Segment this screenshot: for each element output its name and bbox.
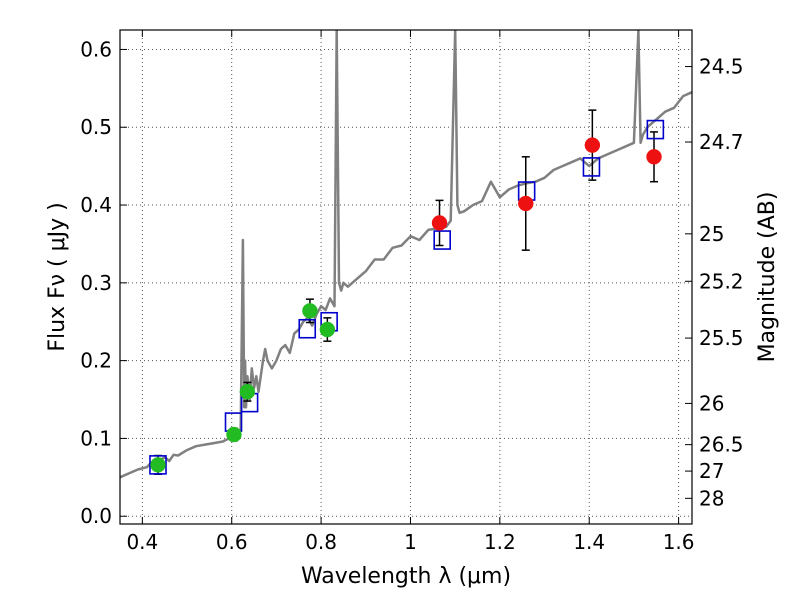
right-tick-label: 24.7 (699, 130, 744, 154)
right-axis-label: Magnitude (AB) (755, 192, 780, 363)
x-axis-label: Wavelength λ (μm) (301, 564, 511, 589)
right-tick-label: 25 (699, 222, 724, 246)
y-tick-label: 0.5 (80, 115, 112, 139)
y-tick-label: 0.4 (80, 193, 112, 217)
red-data-point (646, 149, 662, 165)
green-data-point (302, 303, 318, 319)
red-data-point (431, 215, 448, 231)
green-data-point (226, 426, 242, 443)
model-photometry-box (149, 455, 167, 475)
right-tick-label: 25.5 (699, 326, 744, 350)
green-data-point (150, 457, 166, 473)
right-tick-label: 28 (699, 486, 724, 510)
y-tick-label: 0.1 (80, 426, 112, 450)
model-photometry-box (646, 119, 665, 140)
x-tick-label: 1 (404, 530, 417, 554)
right-tick-label: 25.2 (699, 269, 744, 293)
model-photometry-box (433, 230, 451, 250)
tick-layer: 0.4 0.6 0.8 1 1.2 1.4 1.6 0.0 0.1 0.2 0.3 0.4 0.5 0.6… (80, 30, 744, 554)
x-tick-label: 0.8 (305, 530, 337, 554)
x-tick-label: 1.2 (484, 530, 516, 554)
y-tick-label: 0.6 (80, 37, 112, 61)
y-tick-label: 0.0 (80, 504, 112, 528)
model-photometry-box (298, 318, 317, 339)
right-tick-label: 26.5 (699, 433, 744, 457)
right-tick-label: 26 (699, 391, 724, 415)
green-data-point (319, 321, 336, 338)
red-data-point (584, 137, 601, 153)
model-photometry-box (582, 157, 601, 177)
plot-frame (119, 29, 693, 525)
green-data-point (239, 383, 256, 400)
marker-layer (149, 109, 665, 475)
x-tick-label: 0.4 (126, 530, 158, 554)
y-tick-label: 0.3 (80, 271, 112, 295)
x-tick-label: 1.6 (663, 530, 695, 554)
red-data-point (518, 195, 534, 212)
right-tick-label: 24.5 (699, 55, 744, 79)
y-axis-label: Flux Fν ( μJy ) (45, 202, 70, 351)
x-tick-label: 0.6 (216, 530, 248, 554)
y-tick-label: 0.2 (80, 349, 112, 373)
x-tick-label: 1.4 (573, 530, 605, 554)
grid-layer (120, 30, 692, 524)
right-tick-label: 27 (699, 459, 724, 483)
